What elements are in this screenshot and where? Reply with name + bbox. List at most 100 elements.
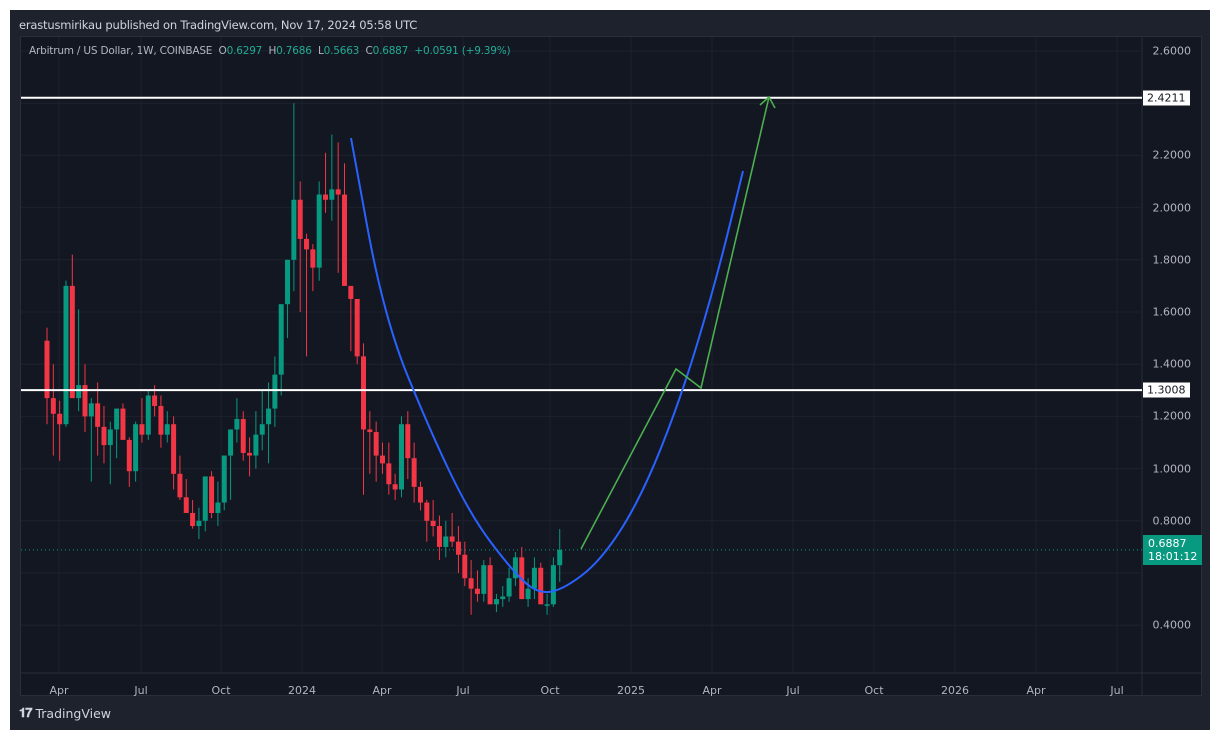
- candle-body: [228, 429, 234, 456]
- candle-body: [386, 463, 392, 485]
- candle-body: [342, 194, 348, 286]
- candle-body: [500, 596, 506, 600]
- candle-body: [240, 419, 246, 453]
- candle-body: [538, 567, 544, 605]
- support-level-tag: 1.3008: [1143, 382, 1190, 398]
- candle-body: [291, 199, 297, 260]
- candle-body: [234, 419, 240, 430]
- candle-body: [443, 536, 449, 547]
- price-axis-label: 1.6000: [1152, 305, 1192, 319]
- candle-body: [139, 424, 145, 435]
- close-value: 0.6887: [372, 45, 409, 57]
- price-axis-label: 1.2000: [1152, 409, 1192, 423]
- time-axis-label: Jul: [456, 684, 470, 697]
- candle-body: [76, 385, 82, 399]
- price-plot[interactable]: [21, 37, 1201, 695]
- candle-body: [367, 429, 373, 433]
- candle-body: [361, 356, 366, 430]
- chart-frame: erastusmirikau published on TradingView.…: [10, 10, 1210, 730]
- last-price-tag: 0.6887 18:01:12: [1143, 534, 1203, 565]
- candle-body: [133, 424, 139, 472]
- candle-body: [405, 424, 411, 459]
- symbol-name: Arbitrum / US Dollar, 1W, COINBASE: [29, 45, 213, 57]
- candle-body: [348, 285, 354, 299]
- candle-body: [487, 565, 493, 605]
- candle-body: [196, 520, 202, 527]
- time-axis-label: Jul: [786, 684, 800, 697]
- candle-body: [506, 578, 512, 597]
- candle-body: [202, 476, 208, 521]
- time-axis-label: Apr: [372, 684, 392, 697]
- candle-body: [417, 486, 423, 503]
- candle-body: [177, 473, 183, 498]
- candle-body: [392, 484, 398, 490]
- candle-body: [278, 304, 284, 375]
- candle-body: [411, 458, 417, 487]
- candle-body: [88, 403, 94, 417]
- candle-body: [95, 403, 101, 427]
- candle-body: [468, 578, 474, 589]
- bar-countdown: 18:01:12: [1148, 549, 1198, 563]
- candle-body: [335, 189, 341, 195]
- candle-body: [145, 395, 151, 435]
- candle-body: [259, 424, 265, 435]
- candle-body: [323, 194, 329, 200]
- rounding-bottom-curve: [350, 137, 744, 594]
- chart-pane[interactable]: Arbitrum / US Dollar, 1W, COINBASE O0.62…: [20, 36, 1203, 697]
- time-axis-label: Jul: [134, 684, 148, 697]
- candle-body: [531, 567, 537, 589]
- candle-body: [493, 599, 499, 605]
- price-axis-label: 2.2000: [1152, 148, 1192, 162]
- candle-body: [550, 565, 556, 605]
- candle-body: [316, 194, 322, 268]
- brand-name: TradingView: [35, 706, 111, 721]
- candle-body: [44, 340, 50, 399]
- candle-body: [63, 285, 69, 425]
- candle-body: [474, 588, 480, 594]
- candle-body: [449, 536, 455, 542]
- projection-path: [580, 96, 770, 550]
- candle-body: [50, 398, 56, 414]
- candle-body: [329, 189, 335, 200]
- candle-body: [481, 565, 487, 594]
- candle-body: [171, 424, 177, 474]
- time-axis-label: Oct: [864, 684, 884, 697]
- published-info: erastusmirikau published on TradingView.…: [19, 18, 418, 32]
- candle-body: [190, 512, 196, 527]
- open-value: 0.6297: [226, 45, 263, 57]
- candle-body: [215, 502, 221, 513]
- candle-body: [57, 413, 63, 425]
- candle-body: [164, 424, 170, 435]
- candle-body: [462, 554, 468, 579]
- candle-body: [114, 408, 120, 430]
- candle-body: [107, 429, 113, 446]
- candle-body: [266, 408, 272, 425]
- candle-body: [183, 497, 189, 513]
- time-axis-label: 2025: [617, 684, 645, 697]
- candle-body: [512, 557, 518, 579]
- candle-body: [354, 298, 360, 357]
- candle-body: [304, 238, 310, 250]
- time-axis-label: Oct: [540, 684, 560, 697]
- price-axis-label: 1.0000: [1152, 462, 1192, 476]
- candle-body: [310, 249, 316, 268]
- high-value: 0.7686: [276, 45, 312, 57]
- candle-body: [455, 541, 461, 555]
- change-value: +0.0591 (+9.39%): [414, 45, 511, 57]
- last-price-value: 0.6887: [1148, 536, 1187, 550]
- candle-body: [120, 408, 126, 440]
- time-axis-label: Apr: [49, 684, 69, 697]
- candle-body: [101, 426, 107, 446]
- candle-body: [209, 476, 215, 513]
- candle-body: [126, 439, 132, 472]
- candle-body: [297, 199, 303, 239]
- time-axis-label: 2026: [941, 684, 969, 697]
- candle-body: [247, 452, 253, 456]
- time-axis-label: Apr: [1026, 684, 1046, 697]
- price-axis-label: 1.4000: [1152, 357, 1192, 371]
- price-axis-label: 2.6000: [1152, 44, 1192, 58]
- symbol-legend: Arbitrum / US Dollar, 1W, COINBASE O0.62…: [29, 45, 511, 57]
- candle-body: [379, 455, 385, 464]
- tradingview-brand: 𝟏𝟕 TradingView: [19, 706, 111, 721]
- candle-body: [285, 259, 291, 305]
